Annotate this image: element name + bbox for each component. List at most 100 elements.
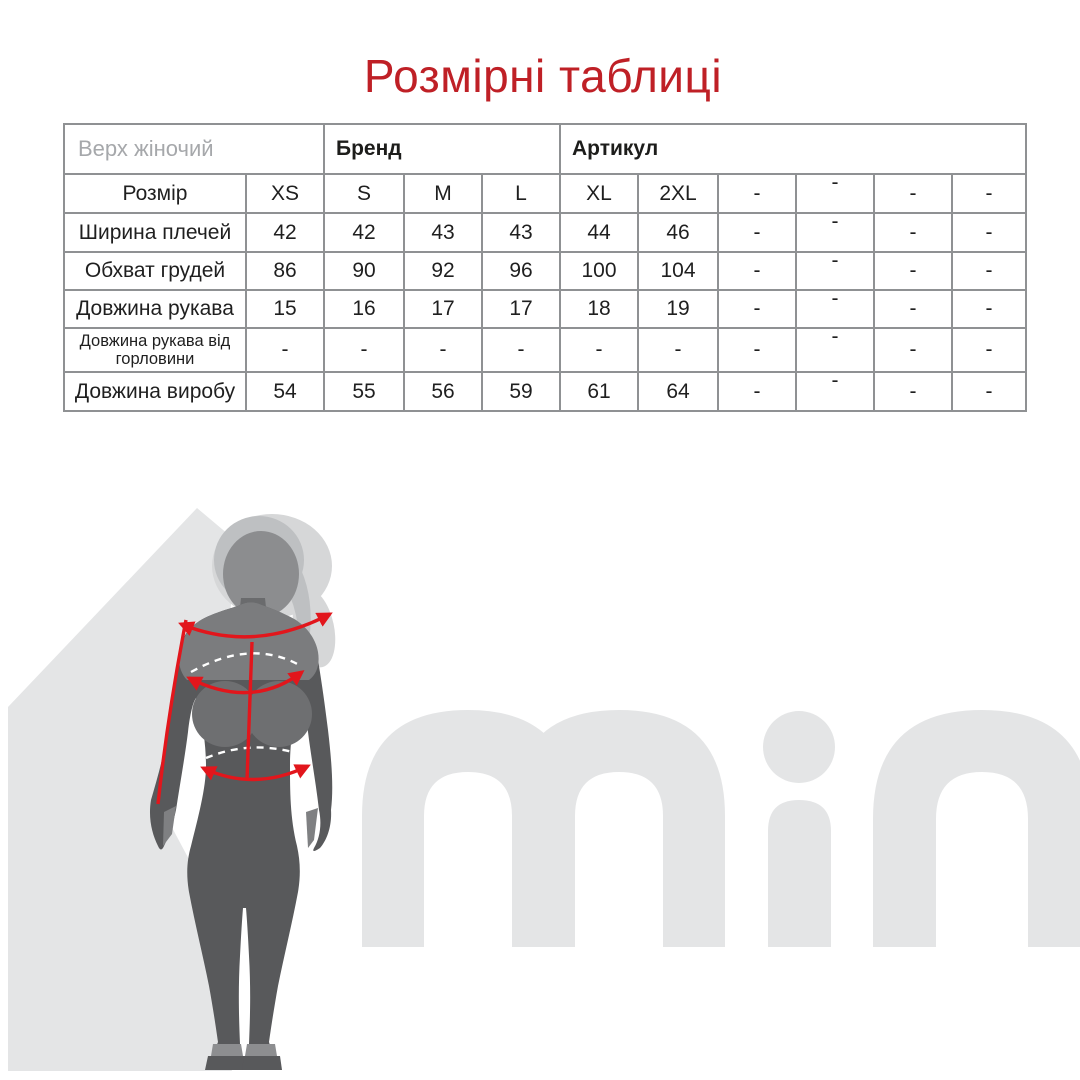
- value-cell: -: [951, 212, 1027, 253]
- raised-dash: -: [831, 213, 839, 233]
- table-row: Обхват грудей 86 90 92 96 100 104 - - - …: [63, 251, 1027, 291]
- value-cell: -: [873, 371, 953, 412]
- value-cell: 17: [403, 289, 483, 329]
- size-row: Розмір XS S M L XL 2XL - - - -: [63, 173, 1027, 214]
- row-label: Обхват грудей: [63, 251, 247, 291]
- foot-left-band: [211, 1044, 243, 1056]
- foot-right-sole: [242, 1056, 282, 1070]
- page-title: Розмірні таблиці: [363, 50, 723, 102]
- value-cell: 42: [323, 212, 405, 253]
- size-cell: 2XL: [637, 173, 719, 214]
- value-cell: -: [795, 212, 875, 253]
- table-row: Довжина рукава від горловини - - - - - -…: [63, 327, 1027, 373]
- value-cell: 55: [323, 371, 405, 412]
- value-cell: -: [951, 371, 1027, 412]
- foot-left-sole: [205, 1056, 247, 1070]
- size-cell: L: [481, 173, 561, 214]
- value-cell: 86: [245, 251, 325, 291]
- face: [223, 531, 299, 617]
- value-cell: 43: [481, 212, 561, 253]
- value-cell: 19: [637, 289, 719, 329]
- size-cell: S: [323, 173, 405, 214]
- hand-left-highlight: [163, 806, 176, 846]
- value-cell: -: [717, 212, 797, 253]
- brand-header-cell: Бренд: [323, 123, 561, 175]
- value-cell: 56: [403, 371, 483, 412]
- size-cell: -: [717, 173, 797, 214]
- value-cell: 90: [323, 251, 405, 291]
- table-header-row: Верх жіночий Бренд Артикул: [63, 123, 1027, 175]
- watermark-min-letters: [362, 710, 1080, 947]
- value-cell: 59: [481, 371, 561, 412]
- table-row: Довжина рукава 15 16 17 17 18 19 - - - -: [63, 289, 1027, 329]
- row-label: Довжина виробу: [63, 371, 247, 412]
- value-cell: 96: [481, 251, 561, 291]
- value-cell: -: [717, 371, 797, 412]
- waist-girth-line: [200, 764, 311, 782]
- letter-n: [873, 710, 1080, 947]
- value-cell: 17: [481, 289, 561, 329]
- value-cell: 61: [559, 371, 639, 412]
- raised-dash: -: [831, 372, 839, 392]
- product-type-cell: Верх жіночий: [63, 123, 325, 175]
- value-cell: 42: [245, 212, 325, 253]
- value-cell: -: [559, 327, 639, 373]
- letter-m-right-arch: [513, 710, 725, 947]
- length-vertical-line: [245, 641, 254, 781]
- sleeve-length-line: [156, 619, 188, 805]
- value-cell: -: [795, 289, 875, 329]
- value-cell: -: [795, 327, 875, 373]
- size-cell: -: [795, 173, 875, 214]
- size-cell: XS: [245, 173, 325, 214]
- size-cell: -: [951, 173, 1027, 214]
- value-cell: 64: [637, 371, 719, 412]
- value-cell: -: [795, 251, 875, 291]
- breast-left: [192, 681, 258, 747]
- row-label: Ширина плечей: [63, 212, 247, 253]
- size-cell: -: [873, 173, 953, 214]
- raised-dash: -: [831, 328, 839, 348]
- value-cell: -: [873, 327, 953, 373]
- row-label: Довжина рукава: [63, 289, 247, 329]
- value-cell: -: [951, 327, 1027, 373]
- letter-i-stem: [768, 800, 831, 947]
- raised-dash: -: [831, 290, 839, 310]
- value-cell: 18: [559, 289, 639, 329]
- foot-right-band: [245, 1044, 277, 1056]
- size-table: Верх жіночий Бренд Артикул Розмір XS S M…: [63, 123, 1027, 412]
- value-cell: 104: [637, 251, 719, 291]
- value-cell: 92: [403, 251, 483, 291]
- value-cell: -: [717, 327, 797, 373]
- size-cell: XL: [559, 173, 639, 214]
- breast-right: [246, 681, 312, 747]
- article-header-cell: Артикул: [559, 123, 1027, 175]
- value-cell: -: [637, 327, 719, 373]
- letter-i-dot: [763, 711, 835, 783]
- table-row: Ширина плечей 42 42 43 43 44 46 - - - -: [63, 212, 1027, 253]
- value-cell: -: [245, 327, 325, 373]
- value-cell: 43: [403, 212, 483, 253]
- raised-dash: -: [831, 174, 839, 194]
- chest-dashed-line: [190, 652, 302, 674]
- value-cell: 54: [245, 371, 325, 412]
- row-label: Розмір: [63, 173, 247, 214]
- value-cell: -: [795, 371, 875, 412]
- value-cell: -: [951, 289, 1027, 329]
- size-cell: M: [403, 173, 483, 214]
- value-cell: -: [873, 251, 953, 291]
- row-label: Довжина рукава від горловини: [63, 327, 247, 373]
- raised-dash: -: [831, 252, 839, 272]
- value-cell: 46: [637, 212, 719, 253]
- value-cell: -: [951, 251, 1027, 291]
- value-cell: 15: [245, 289, 325, 329]
- value-cell: 16: [323, 289, 405, 329]
- value-cell: 100: [559, 251, 639, 291]
- backdrop-wedge-shape: [8, 508, 235, 1071]
- value-cell: -: [717, 251, 797, 291]
- value-cell: -: [403, 327, 483, 373]
- value-cell: -: [717, 289, 797, 329]
- table-row: Довжина виробу 54 55 56 59 61 64 - - - -: [63, 371, 1027, 412]
- value-cell: 44: [559, 212, 639, 253]
